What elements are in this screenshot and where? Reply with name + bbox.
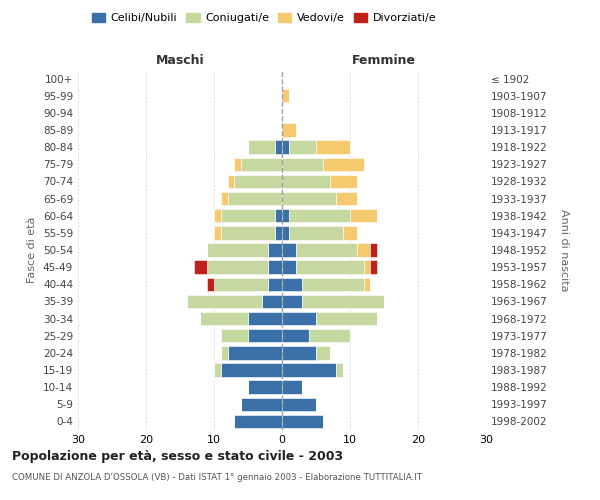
Bar bbox=[275, 140, 282, 154]
Text: COMUNE DI ANZOLA D'OSSOLA (VB) - Dati ISTAT 1° gennaio 2003 - Elaborazione TUTTI: COMUNE DI ANZOLA D'OSSOLA (VB) - Dati IS… bbox=[12, 472, 422, 482]
Bar bbox=[221, 226, 275, 239]
Bar bbox=[214, 364, 221, 376]
Bar bbox=[214, 278, 268, 291]
Text: Maschi: Maschi bbox=[155, 54, 205, 66]
Bar bbox=[337, 192, 357, 205]
Bar bbox=[282, 209, 289, 222]
Bar bbox=[248, 329, 282, 342]
Bar bbox=[214, 226, 221, 239]
Bar bbox=[289, 226, 343, 239]
Bar bbox=[235, 158, 241, 171]
Bar bbox=[282, 329, 309, 342]
Bar bbox=[282, 226, 289, 239]
Bar bbox=[194, 260, 207, 274]
Bar bbox=[187, 294, 262, 308]
Bar bbox=[282, 89, 289, 102]
Bar bbox=[235, 174, 282, 188]
Bar bbox=[282, 414, 323, 428]
Bar bbox=[302, 294, 384, 308]
Text: Femmine: Femmine bbox=[352, 54, 416, 66]
Bar bbox=[316, 346, 329, 360]
Bar bbox=[268, 260, 282, 274]
Bar bbox=[364, 278, 370, 291]
Bar bbox=[275, 226, 282, 239]
Bar bbox=[207, 260, 268, 274]
Bar bbox=[323, 158, 364, 171]
Bar bbox=[329, 174, 357, 188]
Bar bbox=[248, 140, 275, 154]
Bar bbox=[221, 192, 227, 205]
Bar bbox=[364, 260, 370, 274]
Legend: Celibi/Nubili, Coniugati/e, Vedovi/e, Divorziati/e: Celibi/Nubili, Coniugati/e, Vedovi/e, Di… bbox=[88, 8, 440, 28]
Bar bbox=[337, 364, 343, 376]
Bar bbox=[282, 260, 296, 274]
Y-axis label: Anni di nascita: Anni di nascita bbox=[559, 209, 569, 291]
Bar bbox=[350, 209, 377, 222]
Bar bbox=[282, 174, 329, 188]
Bar bbox=[282, 278, 302, 291]
Bar bbox=[214, 209, 221, 222]
Bar bbox=[221, 209, 275, 222]
Bar bbox=[235, 414, 282, 428]
Bar bbox=[370, 260, 377, 274]
Bar bbox=[227, 346, 282, 360]
Bar bbox=[207, 244, 268, 256]
Bar bbox=[200, 312, 248, 326]
Bar bbox=[282, 294, 302, 308]
Bar bbox=[282, 364, 337, 376]
Bar bbox=[241, 398, 282, 411]
Bar bbox=[221, 364, 282, 376]
Bar bbox=[370, 244, 377, 256]
Bar bbox=[289, 209, 350, 222]
Bar bbox=[221, 346, 227, 360]
Bar bbox=[282, 158, 323, 171]
Y-axis label: Fasce di età: Fasce di età bbox=[28, 217, 37, 283]
Bar bbox=[207, 278, 214, 291]
Bar bbox=[309, 329, 350, 342]
Bar bbox=[248, 312, 282, 326]
Bar bbox=[221, 329, 248, 342]
Bar bbox=[289, 140, 316, 154]
Bar bbox=[227, 192, 282, 205]
Bar bbox=[302, 278, 364, 291]
Bar bbox=[316, 312, 377, 326]
Bar bbox=[268, 278, 282, 291]
Text: Popolazione per età, sesso e stato civile - 2003: Popolazione per età, sesso e stato civil… bbox=[12, 450, 343, 463]
Bar bbox=[343, 226, 357, 239]
Bar bbox=[282, 140, 289, 154]
Bar bbox=[282, 244, 296, 256]
Bar bbox=[316, 140, 350, 154]
Bar bbox=[296, 244, 357, 256]
Bar bbox=[282, 380, 302, 394]
Bar bbox=[268, 244, 282, 256]
Bar bbox=[248, 380, 282, 394]
Bar bbox=[296, 260, 364, 274]
Bar bbox=[282, 398, 316, 411]
Bar bbox=[262, 294, 282, 308]
Bar bbox=[241, 158, 282, 171]
Bar bbox=[275, 209, 282, 222]
Bar bbox=[357, 244, 370, 256]
Bar bbox=[227, 174, 235, 188]
Bar bbox=[282, 192, 337, 205]
Bar bbox=[282, 346, 316, 360]
Bar bbox=[282, 124, 296, 136]
Bar bbox=[282, 312, 316, 326]
